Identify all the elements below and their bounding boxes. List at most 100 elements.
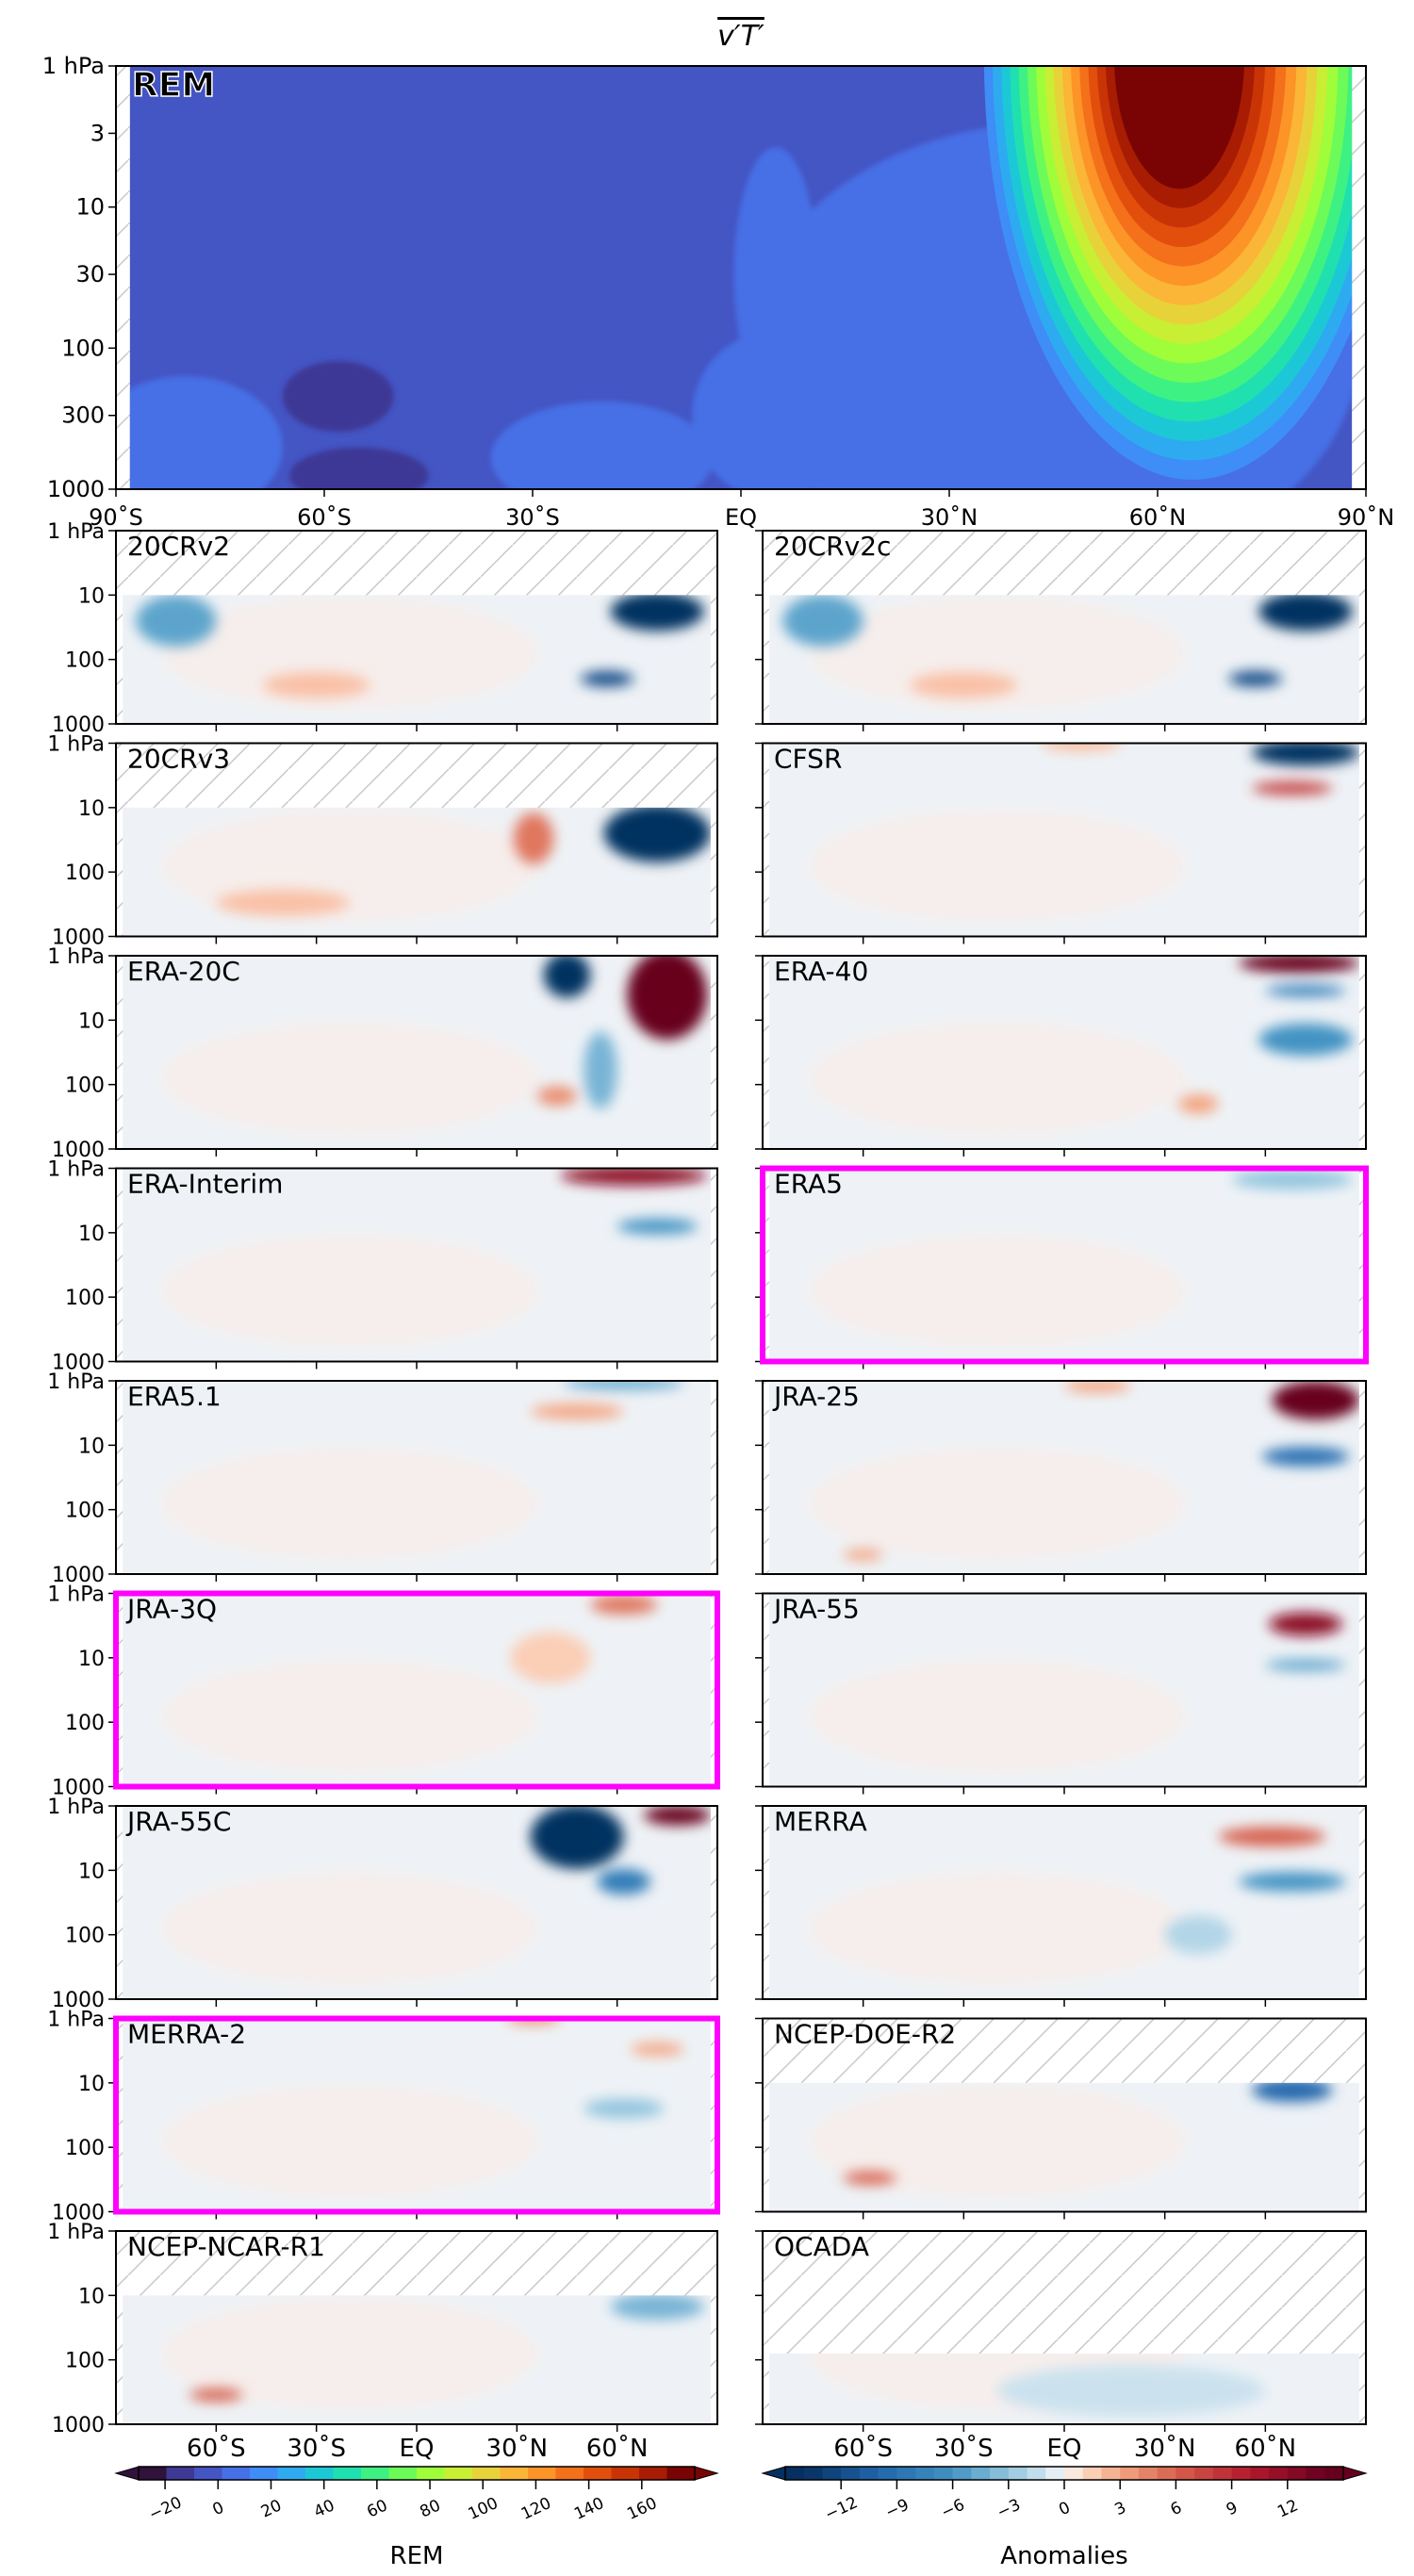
x-tick-label: 30˚S [934, 2435, 994, 2463]
colorbar-tick-label: 100 [466, 2494, 501, 2524]
colorbar-segment [859, 2467, 880, 2480]
colorbar-segment [915, 2467, 935, 2480]
missing-data-hatch [1358, 1168, 1366, 1362]
plot-area [763, 956, 1366, 1149]
missing-data-hatch [763, 2231, 1366, 2354]
colorbar-segment [305, 2467, 334, 2480]
colorbar-extend-high [1342, 2466, 1368, 2481]
y-tick-label: 300 [61, 402, 105, 429]
anomaly-contour-region [996, 2364, 1266, 2417]
anomaly-contour-region [510, 1632, 591, 1684]
panel-label: NCEP-NCAR-R1 [127, 2231, 325, 2262]
colorbar-segment [1212, 2467, 1233, 2480]
colorbar-segment [1324, 2467, 1344, 2480]
plot-area [116, 743, 717, 937]
missing-data-hatch [116, 531, 123, 724]
x-tick-label: 30˚N [486, 2435, 549, 2463]
y-tick-label: 1000 [52, 1352, 105, 1375]
missing-data-hatch [763, 1806, 770, 1999]
highlight-box [113, 1590, 720, 1790]
colorbar-segment [417, 2467, 445, 2480]
y-tick-label: 3 [90, 120, 105, 146]
colorbar-tick-label: 0 [1056, 2499, 1073, 2520]
anomaly-panel-era5: ERA5 [755, 1165, 1369, 1370]
missing-data-hatch [710, 956, 717, 1149]
colorbar-tick-label: −9 [882, 2496, 912, 2523]
missing-data-hatch [116, 1381, 123, 1574]
y-tick-label: 1000 [47, 476, 105, 502]
anomaly-contour-region [1258, 592, 1353, 632]
colorbar-label: REM [390, 2542, 444, 2570]
colorbar-tick-label: 0 [210, 2499, 227, 2520]
missing-data-hatch [1358, 743, 1366, 937]
y-tick-label: 1 hPa [47, 2221, 105, 2244]
anomaly-contour-region [610, 2293, 704, 2321]
colorbar-tick-label: 140 [571, 2494, 607, 2524]
missing-data-hatch [1358, 1593, 1366, 1787]
y-tick-label: 1 hPa [47, 945, 105, 969]
colorbar-segment [1045, 2467, 1065, 2480]
colorbar-segment [1064, 2467, 1084, 2480]
colorbar-segment [1101, 2467, 1121, 2480]
colorbar-segment [1176, 2467, 1195, 2480]
anomaly-contour-region [1218, 1827, 1326, 1846]
anomaly-contour-region [808, 597, 1186, 711]
colorbar-segment [785, 2467, 805, 2480]
plot-area [116, 2018, 717, 2212]
panel-label: JRA-25 [772, 1381, 860, 1412]
y-tick-label: 10 [78, 1009, 105, 1033]
anomaly-contour-region [530, 1403, 624, 1419]
colorbar-extend-low [114, 2466, 140, 2481]
anomaly-panel-jra-55c: 1 hPa 10 100 1000 JRA-55C [47, 1796, 718, 2012]
anomaly-contour-region [808, 1659, 1186, 1773]
anomaly-contour-region [1265, 1659, 1346, 1671]
y-tick-label: 1000 [52, 714, 105, 737]
y-tick-label: 10 [78, 1222, 105, 1246]
anomaly-panel-20crv3: 1 hPa 10 100 1000 20CRv3 [47, 733, 718, 950]
plot-area [763, 1381, 1366, 1574]
missing-data-hatch [763, 1168, 770, 1362]
missing-data-hatch [116, 2018, 123, 2212]
y-tick-label: 100 [65, 1500, 105, 1523]
colorbar-rem: −20 0 20 40 60 80 100 120 140 160 REM 60˚S 30˚S EQ 30˚… [114, 2435, 719, 2570]
panel-label: ERA-40 [774, 956, 868, 987]
missing-data-hatch [710, 2231, 717, 2424]
colorbar-segment [1269, 2467, 1289, 2480]
anomaly-contour-region [161, 1659, 539, 1773]
anomaly-contour-region [808, 1447, 1186, 1561]
colorbar-tick-label: 12 [1274, 2496, 1301, 2521]
plot-area [763, 1593, 1366, 1787]
anomaly-contour-region [1252, 2078, 1333, 2102]
anomaly-contour-region [513, 812, 554, 864]
anomaly-contour-region [808, 2084, 1186, 2198]
x-tick-label: 30˚S [505, 504, 560, 531]
anomaly-contour-region [161, 597, 539, 711]
y-tick-label: 10 [78, 1648, 105, 1671]
anomaly-contour-region [644, 1806, 711, 1826]
anomaly-contour-region [808, 809, 1186, 923]
colorbar-tick-label: 6 [1168, 2499, 1185, 2520]
anomaly-contour-region [610, 592, 704, 632]
y-tick-label: 1000 [52, 1139, 105, 1162]
colorbar-segment [194, 2467, 222, 2480]
colorbar-segment [166, 2467, 195, 2480]
y-tick-label: 1 hPa [47, 520, 105, 544]
anomaly-panel-ocada: OCADA [755, 2230, 1367, 2432]
rem-contour-region [116, 376, 283, 489]
anomaly-panel-era5-1: 1 hPa 10 100 1000 ERA5.1 [47, 1370, 718, 1587]
y-tick-label: 1 hPa [42, 53, 105, 79]
colorbar-tick-label: 120 [518, 2494, 554, 2524]
missing-data-hatch [710, 1806, 717, 1999]
anomaly-contour-region [161, 1234, 539, 1348]
y-tick-label: 10 [78, 797, 105, 821]
missing-data-hatch [710, 1593, 717, 1787]
missing-data-hatch [1352, 66, 1366, 489]
anomaly-contour-region [543, 956, 591, 998]
colorbar-segment [555, 2467, 584, 2480]
anomaly-contour-region [808, 1872, 1186, 1986]
anomaly-contour-region [1231, 1170, 1353, 1190]
panel-label: MERRA [774, 1806, 867, 1837]
missing-data-hatch [763, 1381, 770, 1574]
plot-area [116, 2231, 717, 2424]
